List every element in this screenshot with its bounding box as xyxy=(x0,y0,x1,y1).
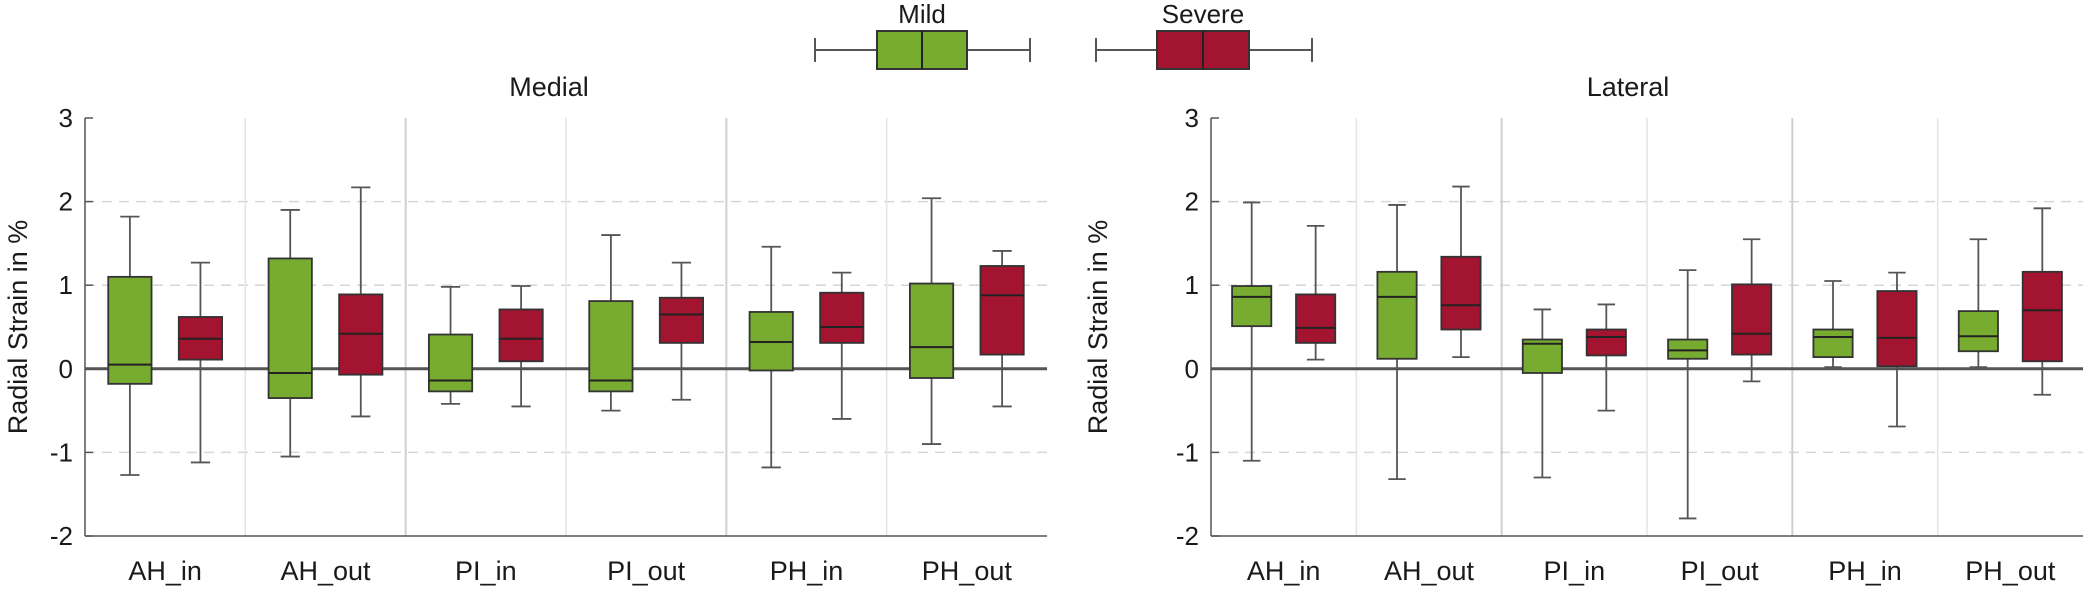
box-severe-PI_in xyxy=(498,285,544,408)
iqr-box xyxy=(1731,283,1773,356)
box-severe-PH_out xyxy=(979,250,1025,408)
box-severe-AH_out xyxy=(1440,185,1482,358)
lateral-panel: -2 -1 0 1 2 3 AH_in AH_out PI_in PI_out PH_in PH_ou… xyxy=(1083,72,2083,586)
iqr-box xyxy=(2021,270,2063,363)
y-tick-label: 1 xyxy=(59,270,73,300)
x-tick-label: AH_in xyxy=(128,556,202,586)
x-tick-label: AH_out xyxy=(280,556,371,586)
box-mild-PH_out xyxy=(909,197,955,445)
legend: Mild Severe xyxy=(814,0,1313,70)
panel-title: Lateral xyxy=(1587,72,1670,102)
iqr-box xyxy=(979,265,1025,356)
box-mild-AH_in xyxy=(1231,201,1273,462)
iqr-box xyxy=(1295,293,1337,344)
x-tick-label: PH_out xyxy=(1965,556,2056,586)
x-tick-label: PI_out xyxy=(607,556,686,586)
y-tick-label: 3 xyxy=(59,103,73,133)
y-tick-label: -2 xyxy=(50,521,73,551)
box-severe-PH_in xyxy=(819,271,865,420)
y-tick-label: 3 xyxy=(1185,103,1199,133)
iqr-box xyxy=(107,275,153,385)
medial-panel: -2 -1 0 1 2 3 AH_in AH_out PI_in PI_out PH_in PH_ou… xyxy=(3,72,1047,586)
box-mild-AH_out xyxy=(1376,204,1418,481)
panel-title: Medial xyxy=(509,72,589,102)
x-tick-label: AH_in xyxy=(1247,556,1321,586)
x-tick-label: PI_in xyxy=(1544,556,1606,586)
box-severe-PI_out xyxy=(658,261,704,401)
iqr-box xyxy=(819,291,865,344)
x-tick-label: PI_in xyxy=(455,556,517,586)
iqr-box xyxy=(428,333,474,393)
x-tick-label: PI_out xyxy=(1681,556,1760,586)
box-mild-PH_out xyxy=(1957,238,1999,369)
y-tick-label: -1 xyxy=(1176,437,1199,467)
iqr-box xyxy=(1440,255,1482,331)
iqr-box xyxy=(1376,270,1418,360)
iqr-box xyxy=(1521,338,1563,374)
box-mild-PH_in xyxy=(748,245,794,469)
y-tick-label: 2 xyxy=(1185,187,1199,217)
iqr-box xyxy=(1876,290,1918,368)
y-tick-label: 0 xyxy=(59,354,73,384)
iqr-box xyxy=(1667,338,1709,360)
box-mild-PI_out xyxy=(588,234,634,412)
x-tick-label: PH_out xyxy=(922,556,1013,586)
y-tick-label: 0 xyxy=(1185,354,1199,384)
iqr-box xyxy=(1812,328,1854,358)
box-severe-AH_in xyxy=(1295,224,1337,361)
box-mild-PI_in xyxy=(1521,308,1563,479)
box-severe-PH_out xyxy=(2021,207,2063,396)
iqr-box xyxy=(1957,310,1999,353)
box-severe-PH_in xyxy=(1876,271,1918,428)
box-severe-PI_out xyxy=(1731,238,1773,383)
iqr-box xyxy=(588,300,634,393)
box-mild-AH_out xyxy=(267,209,313,458)
box-mild-PH_in xyxy=(1812,280,1854,369)
iqr-box xyxy=(498,308,544,363)
box-severe-PI_in xyxy=(1585,303,1627,412)
iqr-box xyxy=(267,257,313,399)
box-mild-PI_in xyxy=(428,285,474,405)
iqr-box xyxy=(1231,285,1273,328)
y-tick-label: -2 xyxy=(1176,521,1199,551)
iqr-box xyxy=(658,296,704,344)
box-severe-AH_out xyxy=(338,186,384,418)
y-axis-label: Radial Strain in % xyxy=(1083,220,1113,435)
box-mild-PI_out xyxy=(1667,269,1709,520)
iqr-box xyxy=(1585,328,1627,357)
x-tick-label: PH_in xyxy=(770,556,844,586)
box-severe-AH_in xyxy=(177,261,223,464)
y-tick-label: 2 xyxy=(59,187,73,217)
x-tick-label: AH_out xyxy=(1384,556,1475,586)
x-tick-label: PH_in xyxy=(1828,556,1902,586)
legend-severe-label: Severe xyxy=(1162,0,1244,29)
y-axis-label: Radial Strain in % xyxy=(3,220,33,435)
y-tick-label: 1 xyxy=(1185,270,1199,300)
y-tick-label: -1 xyxy=(50,437,73,467)
legend-mild-label: Mild xyxy=(898,0,946,29)
box-mild-AH_in xyxy=(107,215,153,476)
iqr-box xyxy=(909,282,955,379)
